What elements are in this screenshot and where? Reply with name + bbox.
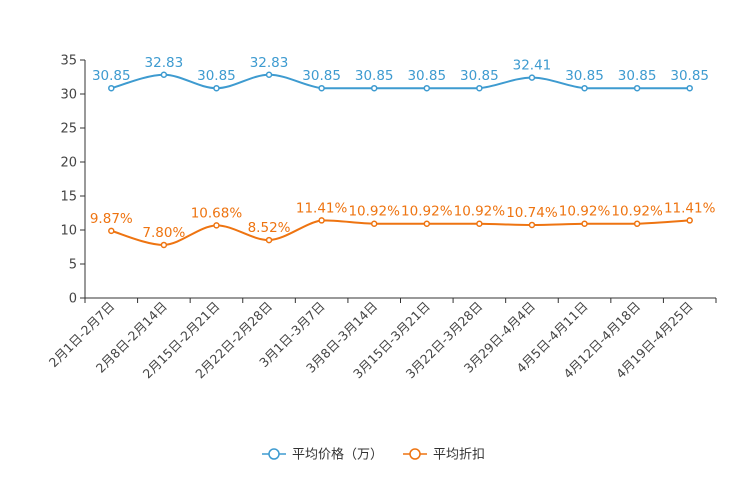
- data-point: [265, 236, 273, 244]
- data-label: 11.41%: [296, 200, 348, 216]
- data-point: [476, 220, 483, 227]
- data-point: [318, 217, 325, 224]
- legend-item-1: 平均价格（万）: [262, 447, 383, 463]
- data-point: [581, 220, 588, 227]
- y-tick-label: 25: [60, 122, 77, 137]
- legend-label: 平均折扣: [433, 448, 485, 463]
- data-label: 30.85: [565, 68, 604, 84]
- data-label: 30.85: [670, 68, 709, 84]
- data-label: 10.68%: [191, 205, 243, 221]
- data-label: 10.92%: [611, 204, 663, 220]
- data-label: 30.85: [460, 68, 499, 84]
- data-point: [581, 84, 588, 92]
- data-label: 30.85: [197, 68, 236, 84]
- data-label: 32.83: [145, 55, 184, 71]
- data-label: 32.41: [513, 58, 552, 74]
- y-tick-label: 10: [60, 224, 77, 239]
- data-point: [160, 71, 168, 79]
- data-label: 10.92%: [348, 204, 400, 220]
- y-tick-label: 15: [60, 190, 77, 205]
- data-label: 9.87%: [90, 211, 133, 227]
- data-label: 10.92%: [454, 204, 506, 220]
- legend-marker: [409, 448, 421, 460]
- data-point: [265, 71, 273, 79]
- data-point: [476, 84, 483, 92]
- series-line: [111, 219, 690, 246]
- data-point: [633, 220, 641, 227]
- data-label: 30.85: [302, 68, 341, 84]
- data-label: 32.83: [250, 55, 289, 71]
- data-point: [686, 217, 693, 224]
- series-1: 30.85 32.83 30.85 32.83 30.85 30.85 30.85 30.85…: [92, 55, 709, 92]
- data-label: 30.85: [355, 68, 394, 84]
- data-label: 8.52%: [248, 220, 291, 236]
- legend-label: 平均价格（万）: [292, 447, 383, 463]
- data-label: 7.80%: [142, 225, 185, 241]
- series-line: [111, 73, 690, 90]
- data-label: 30.85: [92, 68, 131, 84]
- data-point: [213, 222, 220, 229]
- y-tick-label: 20: [60, 156, 77, 171]
- data-point: [108, 84, 115, 92]
- data-label: 30.85: [618, 68, 657, 84]
- data-label: 11.41%: [664, 200, 716, 216]
- data-point: [160, 241, 168, 249]
- data-label: 10.74%: [506, 205, 558, 221]
- series-2: 9.87%7.80%10.68%8.52%11.41% 10.92% 10.92% 1…: [90, 200, 716, 249]
- data-point: [633, 84, 641, 92]
- data-point: [686, 84, 693, 92]
- data-point: [370, 84, 378, 92]
- y-tick-label: 5: [69, 258, 77, 273]
- data-point: [370, 220, 378, 227]
- data-label: 10.92%: [401, 204, 453, 220]
- legend-marker: [268, 448, 280, 460]
- data-label: 10.92%: [559, 204, 611, 220]
- data-point: [528, 221, 536, 229]
- data-label: 30.85: [407, 68, 446, 84]
- data-point: [108, 227, 115, 235]
- data-point: [423, 84, 431, 92]
- data-point: [318, 84, 325, 92]
- data-point: [213, 84, 220, 92]
- y-tick-label: 35: [60, 54, 77, 69]
- data-point: [423, 220, 431, 227]
- y-tick-label: 30: [60, 88, 77, 103]
- data-point: [528, 74, 536, 81]
- y-tick-label: 0: [69, 292, 77, 307]
- legend-item-2: 平均折扣: [403, 448, 485, 463]
